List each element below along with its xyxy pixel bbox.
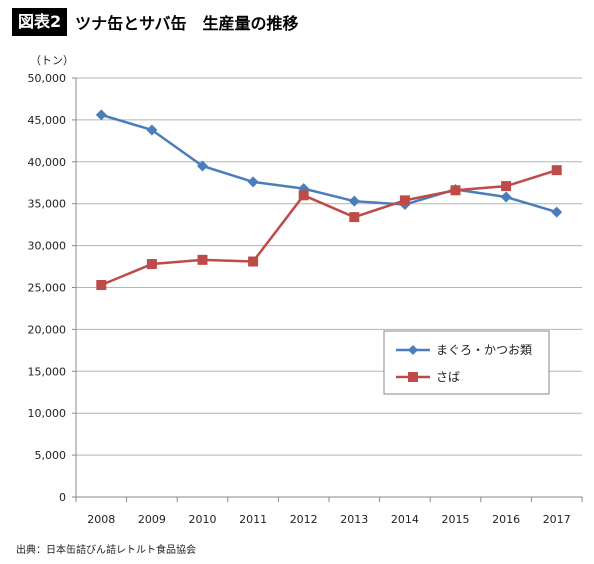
x-tick-label-2017: 2017: [543, 513, 571, 526]
series-line-1: [100, 113, 558, 214]
y-tick-label-5: 25,000: [28, 282, 67, 295]
y-tick-label-3: 15,000: [28, 365, 67, 378]
x-tick-label-2009: 2009: [138, 513, 166, 526]
y-axis-label: （トン）: [30, 54, 74, 67]
source-note: 出典：日本缶詰びん詰レトルト食品協会: [16, 545, 196, 556]
series-2-point-2017: [551, 165, 562, 176]
x-tick-label-2015: 2015: [442, 513, 470, 526]
y-tick-label-9: 45,000: [28, 114, 67, 127]
figure-label-badge: 図表2: [12, 8, 68, 36]
x-tick-label-2012: 2012: [290, 513, 318, 526]
series-2-point-2013: [349, 212, 360, 223]
y-tick-label-6: 30,000: [28, 240, 67, 253]
series-2-point-2014: [399, 195, 410, 206]
series-1-point-2009: [146, 124, 158, 136]
series-2-point-2009: [146, 259, 157, 270]
x-tick-label-2008: 2008: [87, 513, 115, 526]
y-tick-label-4: 20,000: [28, 323, 67, 336]
x-tick-label-2014: 2014: [391, 513, 419, 526]
series-1-point-2008: [95, 109, 107, 121]
x-tick-label-2010: 2010: [189, 513, 217, 526]
series-2-point-2012: [298, 190, 309, 201]
series-1-point-2016: [500, 191, 512, 203]
figure-title: ツナ缶とサバ缶 生産量の推移: [75, 14, 299, 33]
y-tick-label-8: 40,000: [28, 156, 67, 169]
legend-label-2: さば: [436, 370, 460, 384]
series-2-point-2011: [248, 256, 259, 267]
legend-label-1: まぐろ・かつお類: [436, 343, 532, 357]
series-2-point-2015: [450, 185, 461, 196]
series-1-point-2017: [551, 206, 563, 218]
y-tick-label-10: 50,000: [28, 72, 67, 85]
x-tick-label-2016: 2016: [492, 513, 520, 526]
series-1-point-2013: [348, 195, 360, 207]
y-tick-label-1: 5,000: [35, 449, 67, 462]
series-line-2: [100, 168, 558, 287]
y-tick-label-2: 10,000: [28, 407, 67, 420]
series-2-point-2008: [96, 279, 107, 290]
legend-marker-2: [408, 372, 418, 382]
x-tick-label-2011: 2011: [239, 513, 267, 526]
series-1-point-2010: [197, 160, 208, 172]
series-2-point-2016: [501, 181, 512, 192]
y-tick-label-7: 35,000: [28, 198, 67, 211]
legend-marker-1: [408, 345, 418, 355]
x-tick-label-2013: 2013: [340, 513, 368, 526]
series-1-point-2011: [247, 176, 259, 188]
series-2-point-2010: [197, 254, 208, 265]
figure-header: 図表2 ツナ缶とサバ缶 生産量の推移: [12, 8, 299, 36]
legend-box: [383, 330, 550, 395]
y-tick-label-0: 0: [59, 491, 66, 504]
